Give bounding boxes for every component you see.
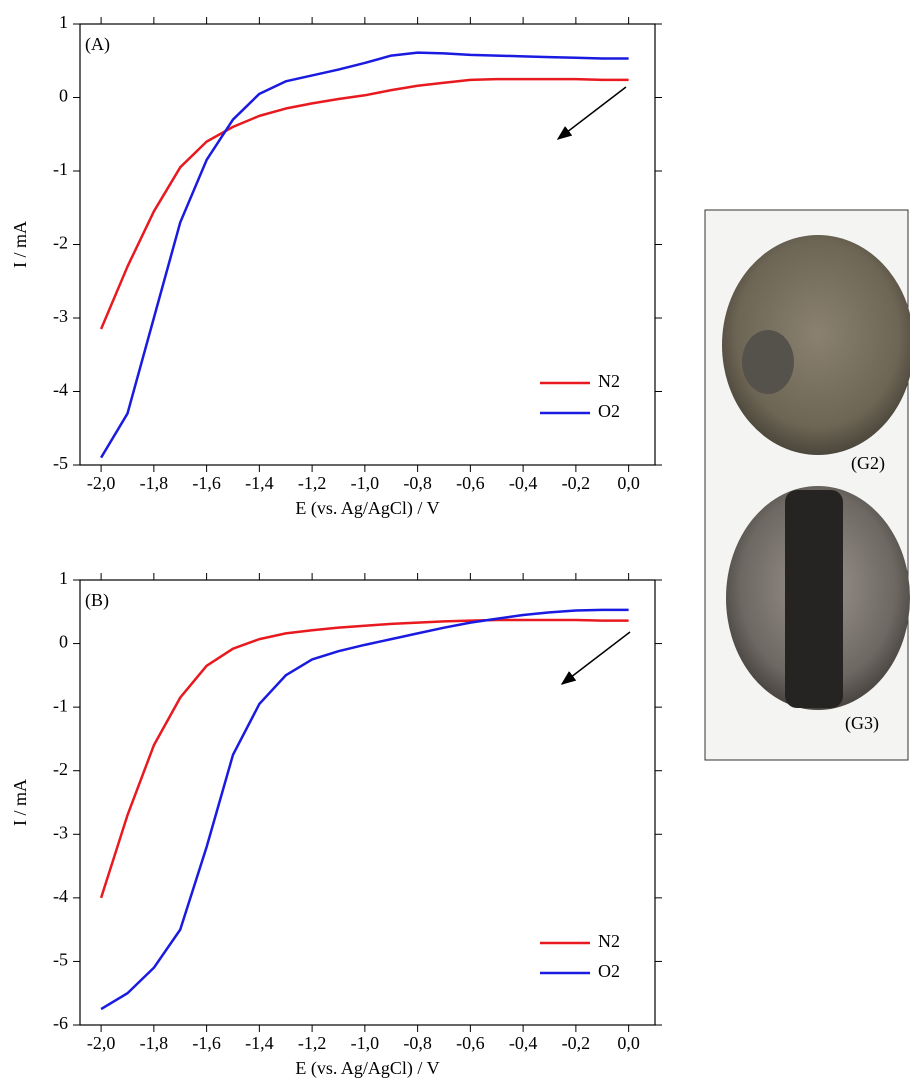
y-tick-label: -2 [53,759,68,779]
x-tick-label: -2,0 [87,1033,116,1053]
legend-label: N2 [598,931,620,951]
x-tick-label: -1,8 [140,1033,169,1053]
x-tick-label: -2,0 [87,473,116,493]
legend-label: O2 [598,401,620,421]
x-tick-label: -1,4 [245,473,274,493]
plot-frame [80,580,655,1025]
y-axis-label: I / mA [10,779,30,826]
y-tick-label: -2 [53,233,68,253]
y-tick-label: -4 [53,380,68,400]
x-tick-label: -0,2 [562,473,591,493]
y-tick-label: -1 [53,159,68,179]
x-tick-label: -0,6 [456,1033,485,1053]
x-tick-label: -0,8 [403,1033,432,1053]
y-tick-label: 0 [59,86,68,106]
figure: (G2) (G3) -2,0 -1,8 -1,6 -1,4 -1,2 -1,0 -0,8 -0… [0,0,910,1090]
x-tick-label: -1,6 [192,1033,221,1053]
x-tick-label: 0,0 [617,1033,640,1053]
photo: (G2) (G3) [705,210,910,760]
x-tick-label: -1,2 [298,1033,327,1053]
panel-label: (A) [85,34,110,55]
x-axis-label: E (vs. Ag/AgCl) / V [295,498,439,519]
y-tick-label: -5 [53,950,68,970]
data-line [101,53,629,458]
y-tick-label: -1 [53,695,68,715]
y-axis-label: I / mA [10,221,30,268]
x-tick-label: -0,4 [509,1033,538,1053]
sweep-arrow [558,87,626,139]
x-tick-label: -1,2 [298,473,327,493]
data-line [101,620,629,898]
x-tick-label: -0,8 [403,473,432,493]
x-tick-label: 0,0 [617,473,640,493]
y-tick-label: 0 [59,632,68,652]
x-tick-label: -0,6 [456,473,485,493]
x-tick-label: -1,4 [245,1033,274,1053]
legend-label: N2 [598,371,620,391]
x-tick-label: -1,8 [140,473,169,493]
y-tick-label: -5 [53,453,68,473]
x-tick-label: -1,0 [351,473,380,493]
data-line [101,610,629,1009]
sweep-arrow [562,632,630,684]
photo-label: (G3) [845,713,879,734]
x-tick-label: -0,4 [509,473,538,493]
legend-label: O2 [598,961,620,981]
y-tick-label: -3 [53,822,68,842]
plot-frame [80,24,655,465]
y-tick-label: 1 [59,568,68,588]
x-tick-label: -1,0 [351,1033,380,1053]
data-line [101,79,629,329]
x-axis-label: E (vs. Ag/AgCl) / V [295,1058,439,1079]
panel-label: (B) [85,590,109,611]
photo-label: (G2) [851,453,885,474]
x-tick-label: -1,6 [192,473,221,493]
x-tick-label: -0,2 [562,1033,591,1053]
y-tick-label: 1 [59,12,68,32]
y-tick-label: -6 [53,1013,68,1033]
y-tick-label: -4 [53,886,68,906]
y-tick-label: -3 [53,306,68,326]
